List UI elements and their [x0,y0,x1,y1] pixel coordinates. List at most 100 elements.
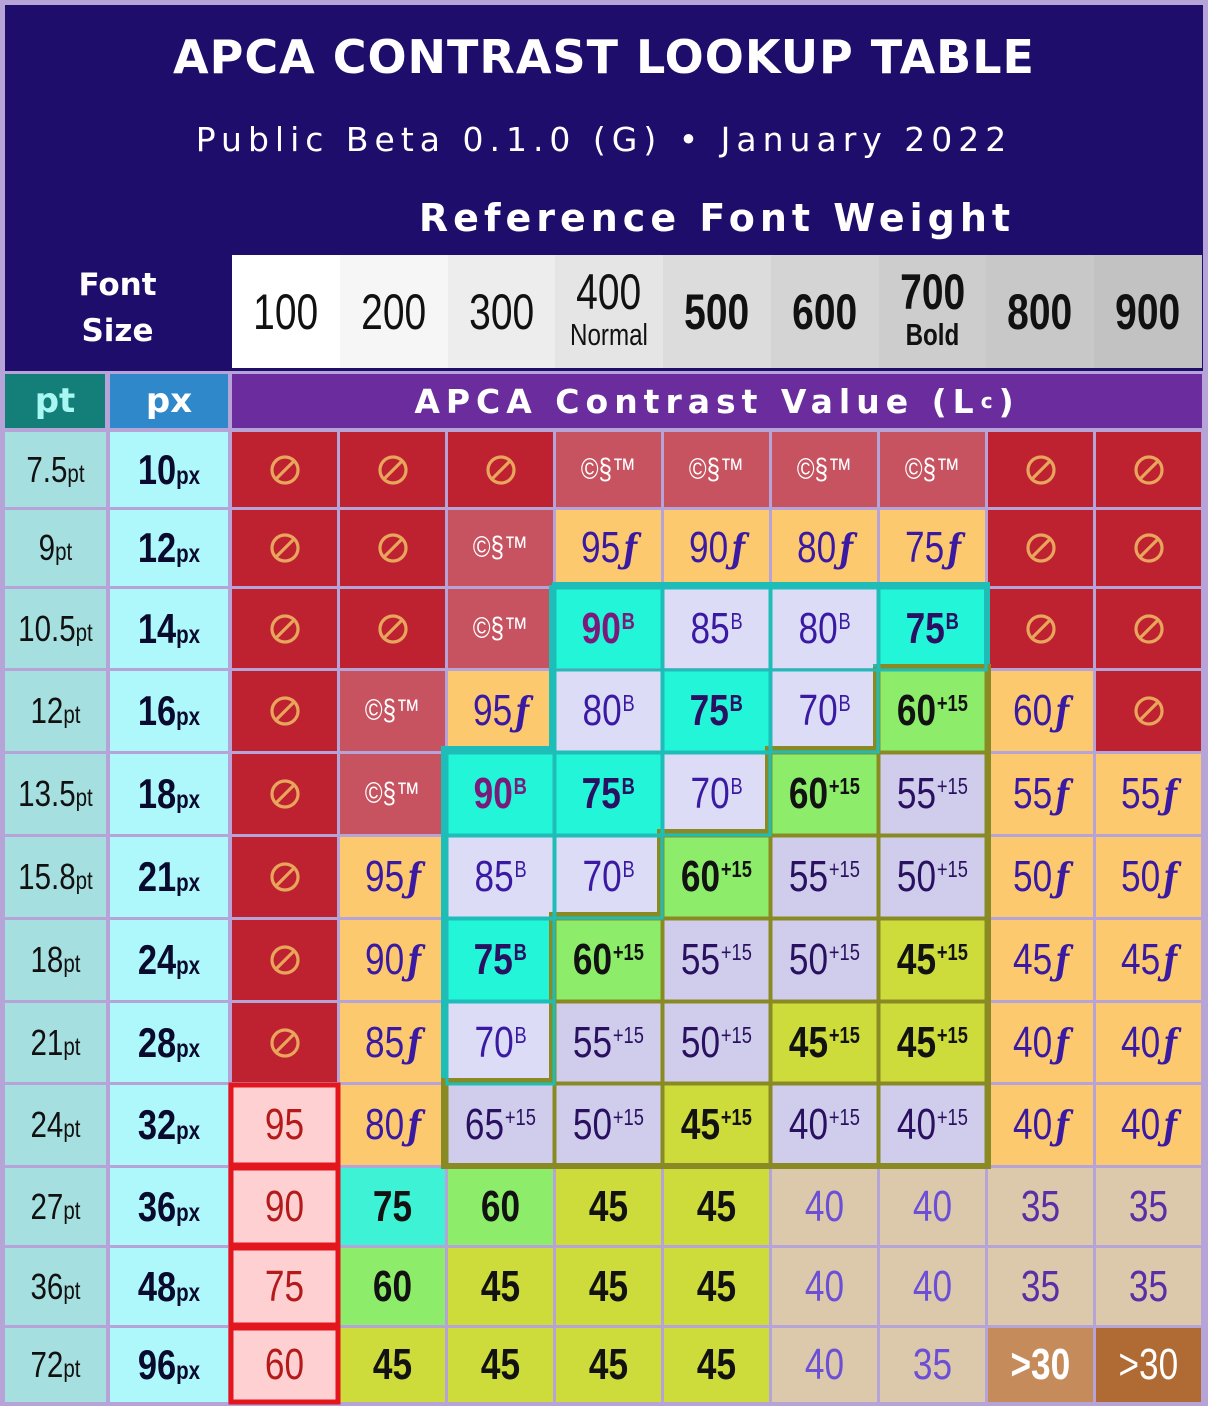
contrast-value: 75 [372,1181,413,1231]
contrast-cell: 45 [556,1168,661,1245]
contrast-cell: 75ƒ [880,510,985,586]
contrast-cell: >30 [1096,1328,1201,1402]
weight-descriptor: Bold [905,317,960,352]
contrast-cell: 70B [772,671,877,751]
contrast-cell: 40ƒ [988,1003,1093,1082]
contrast-modifier: B [622,856,635,883]
contrast-cell: 50+15 [664,1003,769,1082]
prohibited-icon [268,612,302,646]
reference-font-weight-label: Reference Font Weight [418,196,1016,240]
contrast-value: 40 [912,1261,953,1311]
contrast-value: ©§™ [472,531,529,564]
px-size-cell: 48px [110,1248,228,1325]
contrast-cell [232,1003,337,1082]
contrast-cell: 45+15 [880,1003,985,1082]
weight-value: 400 [576,264,642,320]
contrast-modifier: B [621,773,636,800]
contrast-value: 70 [690,769,730,818]
contrast-value: 45 [788,1017,829,1067]
prohibited-icon [376,453,410,487]
pt-size-cell: 21pt [5,1003,106,1082]
contrast-cell: 80B [556,671,661,751]
pt-value: 24 [30,1104,64,1145]
contrast-cell: 40+15 [772,1085,877,1165]
contrast-cell: 60+15 [880,671,985,751]
pt-unit: pt [63,950,81,978]
prohibited-icon [1132,694,1166,728]
pt-value: 72 [30,1344,64,1385]
contrast-value: 35 [1128,1261,1169,1311]
prohibited-icon [1024,612,1058,646]
contrast-cell: 60 [232,1328,337,1402]
prohibited-icon [1024,531,1058,565]
contrast-value: 60 [896,686,937,735]
contrast-cell: 90B [448,754,553,834]
px-unit: px [176,1117,201,1145]
contrast-modifier: B [838,607,851,634]
contrast-value: 40 [1120,1017,1160,1067]
contrast-value: 40 [912,1181,953,1231]
pt-unit: pt [63,1276,81,1305]
contrast-cell: 95ƒ [556,510,661,586]
contrast-value: ©§™ [364,777,421,810]
contrast-cell: ©§™ [556,432,661,507]
contrast-cell: 65+15 [448,1085,553,1165]
pt-value: 15.8 [18,856,76,897]
contrast-cell: 55ƒ [1096,754,1201,834]
contrast-modifier: B [730,773,743,800]
contrast-modifier: +15 [612,1104,644,1131]
contrast-cell: 40 [772,1328,877,1402]
weight-header-800: 800 [986,255,1094,368]
pt-unit: pt [75,784,93,812]
contrast-cell: 45 [664,1328,769,1402]
contrast-value: 75 [689,686,730,735]
contrast-cell: ©§™ [448,510,553,586]
contrast-modifier: B [838,690,851,717]
weight-value: 300 [468,283,535,340]
contrast-modifier: +15 [936,773,968,800]
prohibited-icon [268,1026,302,1060]
contrast-modifier: +15 [720,1021,752,1048]
weight-value: 100 [253,283,319,340]
contrast-modifier: B [513,939,528,966]
contrast-cell: 40+15 [880,1085,985,1165]
contrast-modifier: B [945,607,960,634]
weight-header-900: 900 [1094,255,1202,368]
fluent-text-icon: ƒ [406,855,421,901]
pt-unit: pt [63,1032,81,1061]
fluent-text-icon: ƒ [1054,689,1069,735]
fluent-text-icon: ƒ [1054,855,1069,901]
contrast-value: ©§™ [580,452,637,486]
contrast-value: 60 [788,769,829,818]
contrast-cell: ©§™ [772,432,877,507]
contrast-value: 40 [804,1181,845,1231]
contrast-cell: 40ƒ [988,1085,1093,1165]
contrast-value: ©§™ [688,452,745,486]
px-value: 14 [137,604,177,652]
contrast-modifier: B [513,773,528,800]
contrast-cell [1096,589,1201,668]
pt-unit: pt [63,701,81,729]
contrast-value: 80 [364,1100,404,1149]
px-size-cell: 10px [110,432,228,507]
contrast-cell: 35 [880,1328,985,1402]
contrast-value: ©§™ [472,611,529,645]
contrast-cell [232,920,337,1000]
contrast-value: 95 [364,852,404,901]
pt-unit: pt [67,459,85,488]
px-unit: px [176,1198,201,1227]
contrast-value: 45 [588,1340,629,1389]
contrast-cell: 60+15 [664,837,769,917]
contrast-value: 50 [572,1100,613,1149]
contrast-cell: 55+15 [880,754,985,834]
contrast-value: 85 [690,603,730,653]
apca-value-header: APCA Contrast Value (L c) [232,374,1202,428]
px-unit: px [176,461,201,490]
contrast-modifier: +15 [720,856,752,883]
contrast-cell: 40 [772,1248,877,1325]
px-value: 36 [137,1182,177,1230]
px-value: 28 [137,1018,177,1066]
contrast-cell: 80ƒ [772,510,877,586]
px-size-cell: 16px [110,671,228,751]
contrast-value: 40 [896,1100,937,1149]
